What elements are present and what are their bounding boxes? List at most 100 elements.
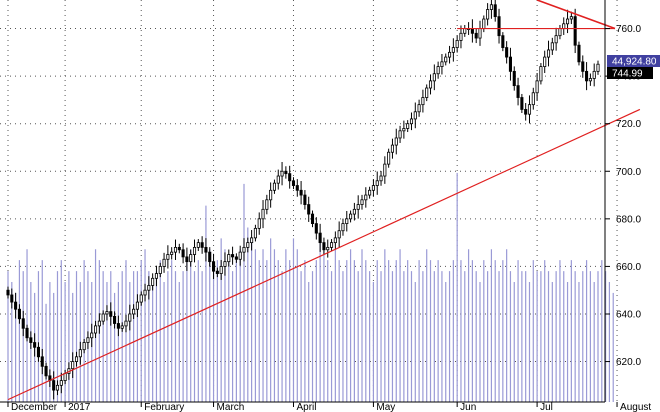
- candle-body: [352, 208, 356, 215]
- candle-body: [341, 223, 345, 232]
- price-tick-label: 660.0: [616, 262, 641, 273]
- candle-body: [158, 266, 162, 274]
- candle-body: [299, 189, 303, 196]
- candle-body: [489, 4, 493, 10]
- candle-body: [588, 78, 592, 82]
- candle-body: [215, 270, 219, 274]
- candle-body: [345, 218, 349, 224]
- time-tick-label: 2017: [68, 402, 91, 412]
- candle-body: [505, 47, 509, 58]
- axis-value-tags: 44,924.80 744.99: [607, 55, 660, 80]
- candle-body: [558, 28, 562, 37]
- last-price-tag-label: 744.99: [612, 69, 643, 80]
- candle-body: [455, 40, 459, 48]
- candle-body: [120, 325, 124, 329]
- candle-body: [326, 246, 330, 251]
- candle-body: [71, 361, 75, 370]
- candle-body: [371, 185, 375, 191]
- candle-body: [173, 246, 178, 253]
- price-tick-label: 680.0: [616, 214, 641, 225]
- candle-body: [463, 28, 467, 34]
- time-tick-label: Jul: [540, 402, 553, 412]
- candle-body: [21, 318, 25, 329]
- candle-body: [196, 242, 200, 248]
- candle-body: [124, 320, 128, 327]
- candle-body: [55, 384, 60, 391]
- candle-body: [497, 16, 501, 37]
- candle-body: [474, 32, 478, 39]
- candle-body: [162, 258, 166, 267]
- candle-body: [147, 285, 151, 291]
- time-axis-labels: December 2017 February March April May Jun Jul A…: [7, 402, 651, 412]
- price-tick-label: 640.0: [616, 309, 641, 320]
- candle-body: [337, 230, 341, 239]
- candle-body: [356, 204, 360, 210]
- candle-body: [486, 9, 490, 20]
- candle-body: [364, 194, 368, 201]
- candle-body: [444, 56, 448, 63]
- candle-body: [143, 289, 147, 296]
- candle-body: [113, 315, 117, 324]
- candle-body: [379, 175, 383, 182]
- candle-body: [59, 380, 63, 386]
- candle-body: [200, 242, 204, 248]
- candle-body: [303, 194, 307, 205]
- candle-body: [482, 18, 486, 29]
- time-tick-label: February: [144, 402, 184, 412]
- candle-body: [322, 242, 326, 251]
- candle-body: [531, 92, 535, 106]
- candle-body: [520, 97, 524, 110]
- price-tick-label: 620.0: [616, 357, 641, 368]
- candle-body: [74, 356, 79, 362]
- candle-body: [238, 251, 242, 260]
- candle-body: [234, 256, 238, 260]
- candle-body: [185, 256, 189, 263]
- candle-body: [250, 237, 254, 244]
- candle-body: [512, 70, 516, 87]
- candle-body: [402, 128, 406, 132]
- candle-body: [135, 301, 139, 310]
- candle-body: [253, 227, 257, 239]
- candle-body: [501, 35, 505, 48]
- candle-body: [478, 28, 482, 39]
- trendlines: [7, 0, 641, 401]
- candle-body: [25, 327, 29, 339]
- candle-body: [86, 337, 90, 343]
- candle-body: [516, 85, 520, 98]
- candle-body: [116, 323, 120, 329]
- candle-body: [14, 301, 18, 310]
- candle-body: [448, 51, 452, 58]
- candle-body: [409, 118, 414, 125]
- candle-body: [40, 356, 44, 367]
- candle-body: [421, 97, 425, 106]
- candle-body: [204, 246, 208, 253]
- candle-body: [368, 189, 372, 196]
- candle-body: [425, 87, 429, 98]
- candle-body: [52, 380, 56, 391]
- candle-body: [413, 111, 417, 120]
- resistance-trendline: [536, 0, 616, 30]
- candle-body: [181, 249, 185, 258]
- candle-body: [192, 246, 197, 255]
- candle-body: [33, 342, 37, 348]
- candle-body: [440, 61, 444, 68]
- candle-body: [291, 180, 296, 186]
- candle-body: [459, 32, 463, 41]
- candle-body: [94, 325, 98, 334]
- candle-body: [261, 208, 265, 220]
- candle-body: [265, 199, 269, 210]
- candle-body: [212, 261, 216, 272]
- candle-body: [569, 16, 573, 20]
- time-tick-label: August: [620, 402, 651, 412]
- candle-body: [451, 47, 455, 53]
- candle-body: [6, 289, 10, 296]
- candle-body: [596, 63, 600, 72]
- candle-body: [29, 337, 33, 343]
- candle-body: [390, 144, 394, 153]
- candle-body: [535, 80, 539, 94]
- candle-body: [276, 175, 280, 184]
- candle-body: [387, 151, 391, 165]
- candle-body: [90, 332, 94, 339]
- candle-body: [151, 277, 155, 286]
- candle-body: [333, 237, 337, 244]
